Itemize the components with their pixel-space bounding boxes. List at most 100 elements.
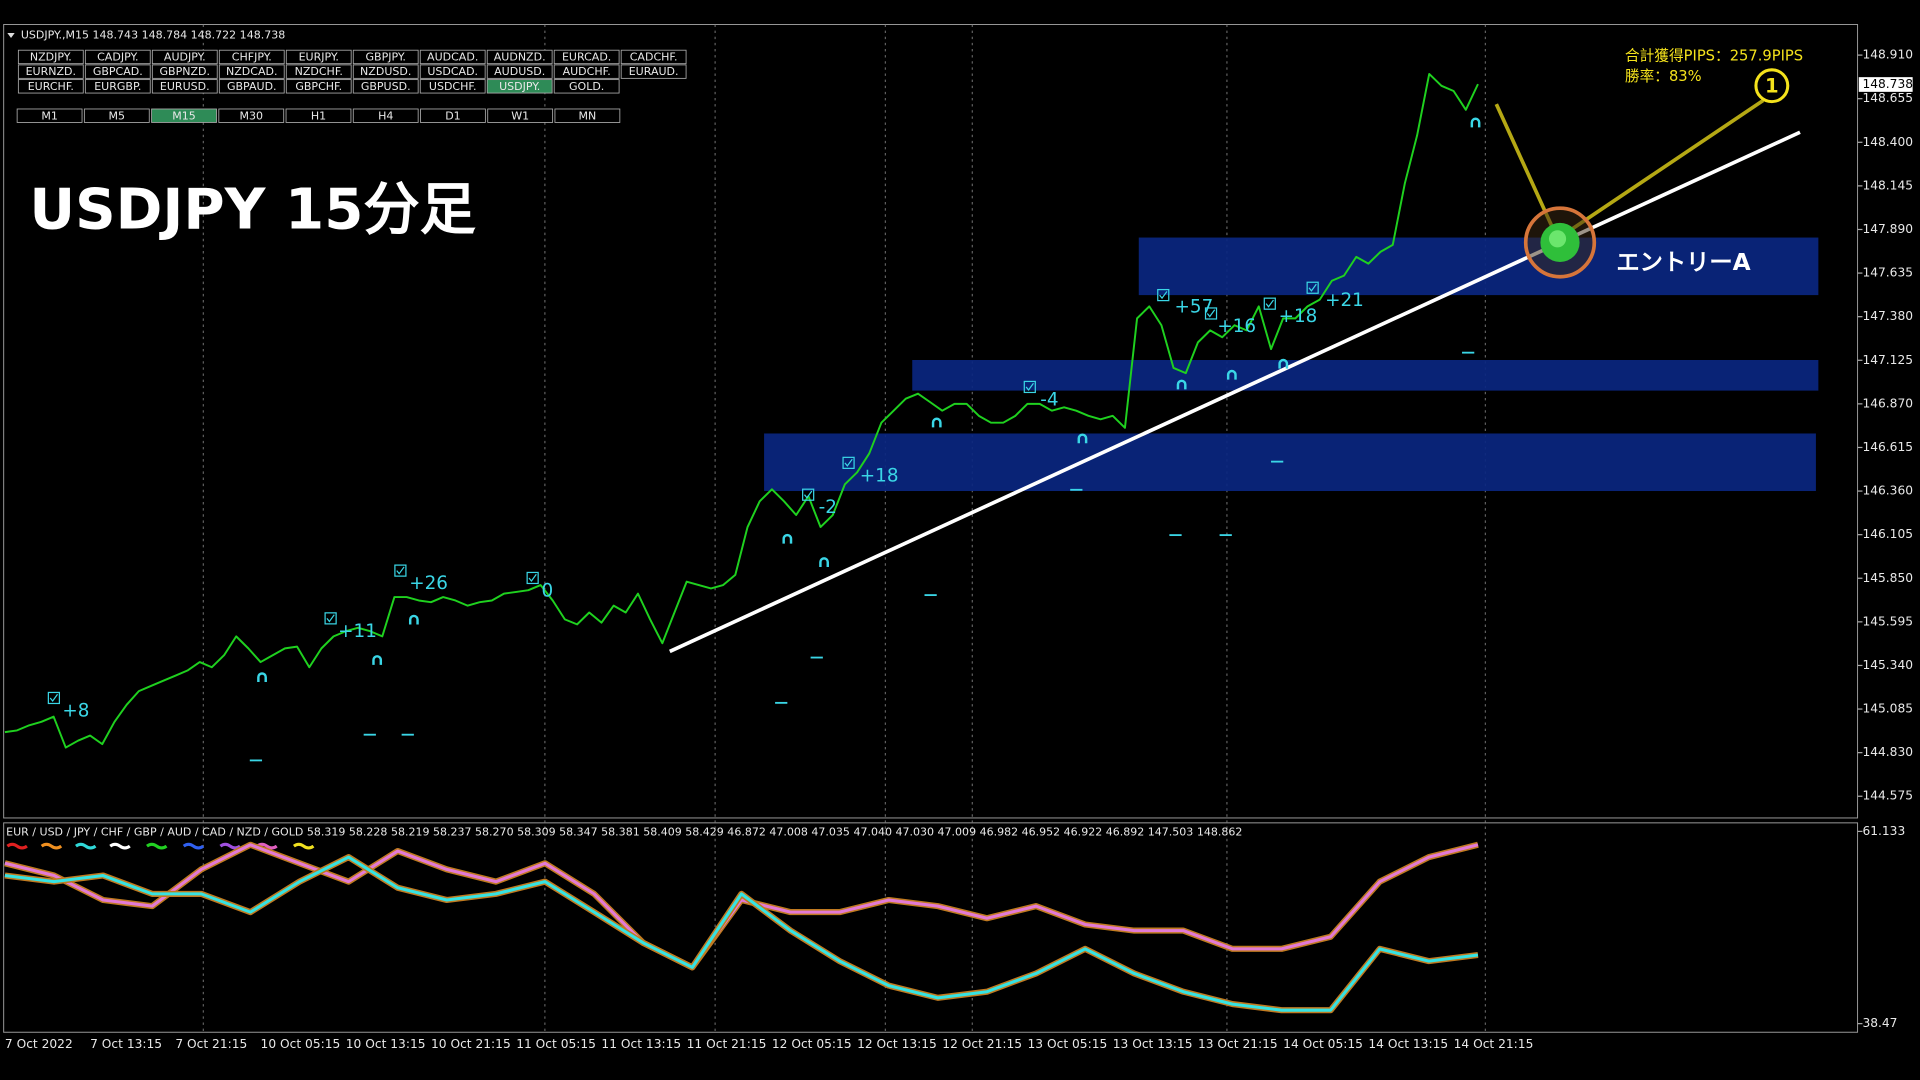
symbol-button[interactable] bbox=[151, 79, 218, 94]
entry-icon bbox=[1157, 288, 1170, 302]
entry-icon bbox=[1306, 281, 1319, 294]
symbol-button-label: NZDCAD. bbox=[226, 65, 277, 78]
timeframe-button[interactable] bbox=[16, 108, 83, 123]
symbol-button[interactable] bbox=[17, 49, 84, 65]
timeframe-button-label: H1 bbox=[311, 109, 326, 122]
symbol-button[interactable] bbox=[419, 79, 486, 94]
entry-icon bbox=[394, 564, 407, 577]
legend-icon bbox=[109, 842, 131, 850]
entry-check bbox=[1025, 382, 1034, 392]
y-tick-label: 147.125 bbox=[1862, 353, 1913, 367]
symbol-button[interactable] bbox=[218, 64, 285, 79]
last-price-box bbox=[1858, 77, 1913, 92]
exit-icon bbox=[1176, 379, 1187, 390]
timeframe-button[interactable] bbox=[83, 108, 150, 123]
exit-icon bbox=[372, 655, 383, 665]
timeframe-button[interactable] bbox=[420, 108, 486, 123]
legend-icon bbox=[6, 842, 28, 850]
trade-result: -4 bbox=[1040, 389, 1058, 410]
timeframe-button-label: M1 bbox=[41, 109, 58, 122]
x-tick-label: 14 Oct 05:15 bbox=[1283, 1037, 1363, 1051]
y-tick-label: 61.133 bbox=[1862, 824, 1905, 838]
symbol-button[interactable] bbox=[84, 49, 151, 65]
zone bbox=[764, 433, 1816, 492]
entry-label: エントリーA bbox=[1616, 249, 1750, 276]
symbol-button[interactable] bbox=[84, 79, 151, 94]
symbol-button-label: EURCHF. bbox=[28, 80, 74, 93]
timeframe-button[interactable] bbox=[151, 108, 217, 123]
symbol-button[interactable] bbox=[620, 49, 687, 65]
symbol-button[interactable] bbox=[84, 64, 151, 79]
menu-arrow[interactable] bbox=[7, 33, 15, 38]
trade-result: +26 bbox=[409, 573, 448, 594]
entry-check bbox=[528, 573, 537, 583]
trend-line bbox=[669, 130, 1801, 654]
entry-check bbox=[1159, 291, 1168, 300]
x-tick-label: 7 Oct 13:15 bbox=[90, 1037, 162, 1051]
legend-icon bbox=[219, 842, 241, 850]
entry-icon bbox=[1204, 307, 1218, 320]
symbol-button[interactable] bbox=[486, 49, 553, 65]
timeframe-button-label: M30 bbox=[239, 109, 263, 122]
legend-icon bbox=[182, 842, 205, 850]
timeframe-button-label: M5 bbox=[109, 109, 126, 122]
symbol-button[interactable] bbox=[553, 64, 620, 79]
symbol-button[interactable] bbox=[486, 64, 553, 79]
legend-icon bbox=[75, 842, 97, 850]
y-tick-label: 146.360 bbox=[1862, 484, 1913, 498]
entry-check bbox=[1308, 283, 1317, 292]
timeframe-button-label: M15 bbox=[172, 109, 196, 122]
timeframe-button[interactable] bbox=[554, 108, 621, 123]
x-tick-label: 7 Oct 2022 bbox=[5, 1037, 73, 1051]
symbol-button[interactable] bbox=[352, 64, 419, 79]
symbol-button[interactable] bbox=[285, 49, 352, 65]
symbol-info: USDJPY.,M15 148.743 148.784 148.722 148.… bbox=[21, 29, 285, 42]
timeframe-button[interactable] bbox=[487, 108, 554, 123]
y-tick-label: 144.830 bbox=[1862, 745, 1913, 759]
timeframe-button-label: H4 bbox=[378, 109, 393, 122]
x-tick-label: 14 Oct 13:15 bbox=[1368, 1037, 1448, 1051]
symbol-button[interactable] bbox=[17, 64, 84, 79]
symbol-button[interactable] bbox=[218, 49, 285, 65]
x-tick-label: 10 Oct 13:15 bbox=[346, 1037, 426, 1051]
total-pips: 合計獲得PIPS：257.9PIPS bbox=[1625, 47, 1803, 64]
y-tick-label: 146.105 bbox=[1862, 527, 1913, 541]
symbol-button[interactable] bbox=[553, 49, 620, 65]
symbol-button-label: GBPUSD. bbox=[361, 80, 411, 93]
symbol-button[interactable] bbox=[419, 64, 486, 79]
entry-check bbox=[49, 693, 59, 703]
symbol-button[interactable] bbox=[285, 64, 352, 79]
symbol-button[interactable] bbox=[352, 49, 419, 65]
symbol-button[interactable] bbox=[486, 79, 553, 94]
symbol-button[interactable] bbox=[151, 49, 218, 65]
last-price-label: 148.738 bbox=[1862, 77, 1913, 91]
symbol-button[interactable] bbox=[17, 79, 84, 94]
symbol-button-label: EURUSD. bbox=[160, 80, 210, 93]
symbol-button[interactable] bbox=[419, 49, 486, 65]
step-number: 1 bbox=[1765, 74, 1779, 97]
win-rate: 勝率：83% bbox=[1625, 68, 1702, 85]
entry-icon bbox=[1263, 297, 1276, 310]
y-tick-label: 148.145 bbox=[1862, 178, 1913, 192]
symbol-button[interactable] bbox=[553, 79, 620, 94]
x-tick-label: 13 Oct 21:15 bbox=[1198, 1037, 1278, 1051]
trade-result: +21 bbox=[1325, 290, 1364, 311]
trade-result: +11 bbox=[338, 621, 377, 642]
symbol-button[interactable] bbox=[218, 79, 285, 94]
symbol-button[interactable] bbox=[285, 79, 352, 94]
symbol-button[interactable] bbox=[620, 64, 687, 79]
symbol-button-label: CADCHF. bbox=[630, 51, 678, 64]
symbol-button[interactable] bbox=[352, 79, 419, 94]
timeframe-button[interactable] bbox=[352, 108, 419, 123]
timeframe-button[interactable] bbox=[285, 108, 352, 123]
trade-result: +16 bbox=[1217, 316, 1256, 337]
y-tick-label: 148.655 bbox=[1862, 91, 1913, 105]
exit-icon bbox=[408, 614, 419, 625]
exit-icon bbox=[1226, 369, 1237, 380]
entry-check bbox=[1206, 309, 1216, 318]
y-tick-label: 38.47 bbox=[1862, 1016, 1897, 1030]
symbol-button[interactable] bbox=[151, 64, 218, 79]
timeframe-button[interactable] bbox=[218, 108, 285, 123]
main-panel-frame bbox=[3, 24, 1859, 819]
